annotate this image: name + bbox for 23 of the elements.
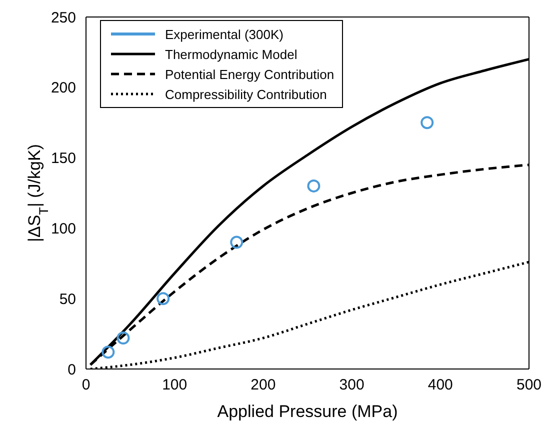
- point: [230, 236, 244, 249]
- y-tick-label: 250: [50, 9, 76, 26]
- x-axis-title: Applied Pressure (MPa): [217, 402, 398, 421]
- y-tick-label: 200: [50, 80, 76, 97]
- point: [102, 346, 115, 359]
- x-tick-label: 400: [428, 376, 453, 394]
- y-tick-label: 100: [50, 220, 76, 238]
- legend-label: Compressibility Contribution: [165, 86, 327, 102]
- x-tick-label: 0: [82, 376, 90, 394]
- legend-label: Potential Energy Contribution: [165, 66, 334, 82]
- point: [156, 292, 170, 306]
- point: [307, 179, 320, 192]
- x-tick-label: 100: [162, 376, 188, 394]
- y-tick-label: 0: [68, 361, 76, 378]
- point: [116, 332, 130, 345]
- x-tick-label: 200: [250, 376, 276, 394]
- x-tick-label: 300: [339, 376, 364, 394]
- legend-label: Thermodynamic Model: [165, 46, 298, 62]
- y-tick-label: 50: [59, 290, 76, 308]
- legend-label: Experimental (300K): [165, 26, 284, 42]
- x-tick-label: 500: [516, 376, 542, 394]
- y-tick-label: 150: [50, 150, 76, 168]
- point: [420, 116, 434, 130]
